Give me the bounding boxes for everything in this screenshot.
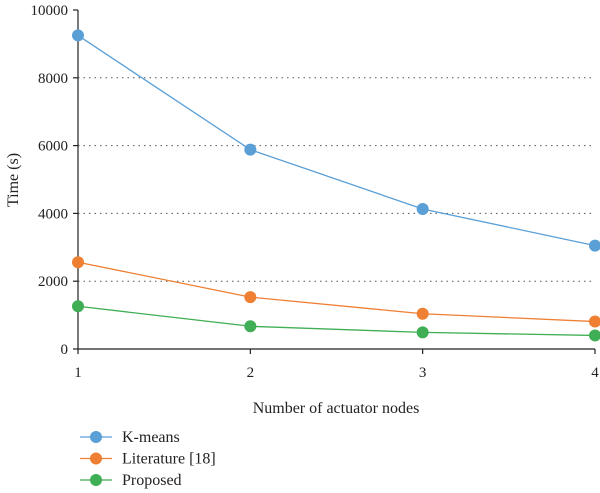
y-tick-label: 10000 xyxy=(31,3,69,19)
x-tick-label: 1 xyxy=(74,365,82,381)
data-point xyxy=(244,143,257,156)
data-point xyxy=(416,326,429,339)
x-ticks: 1 2 3 4 xyxy=(74,349,599,381)
data-point xyxy=(244,291,257,304)
legend-label: Literature [18] xyxy=(122,451,216,468)
series-line-1 xyxy=(77,261,596,323)
data-point xyxy=(416,307,429,320)
series-group xyxy=(72,29,600,342)
series-line-0 xyxy=(77,34,596,247)
legend: K-means Literature [18] Proposed xyxy=(80,429,216,489)
legend-marker xyxy=(90,431,102,443)
legend-marker xyxy=(90,452,102,465)
data-point xyxy=(589,329,600,342)
legend-label: K-means xyxy=(122,429,180,446)
data-point xyxy=(72,256,84,269)
data-point xyxy=(416,202,429,215)
data-point xyxy=(72,29,84,42)
y-ticks: 0 2000 4000 6000 8000 10000 xyxy=(31,3,78,358)
data-point xyxy=(72,300,84,313)
x-tick-label: 4 xyxy=(591,365,599,381)
y-tick-label: 0 xyxy=(61,342,69,358)
legend-label: Proposed xyxy=(122,472,182,489)
series-line-2 xyxy=(77,305,596,337)
x-axis-title: Number of actuator nodes xyxy=(253,400,420,417)
data-point xyxy=(589,239,600,252)
gridlines xyxy=(78,77,595,282)
axes xyxy=(77,10,595,350)
y-tick-label: 4000 xyxy=(38,206,68,222)
y-tick-label: 6000 xyxy=(38,139,68,155)
x-tick-label: 3 xyxy=(419,365,427,381)
x-tick-label: 2 xyxy=(247,365,255,381)
y-axis-title: Time (s) xyxy=(5,153,22,207)
y-tick-label: 8000 xyxy=(38,71,68,87)
legend-marker xyxy=(90,474,102,486)
data-point xyxy=(244,320,257,333)
y-tick-label: 2000 xyxy=(38,274,68,290)
data-point xyxy=(589,315,600,328)
